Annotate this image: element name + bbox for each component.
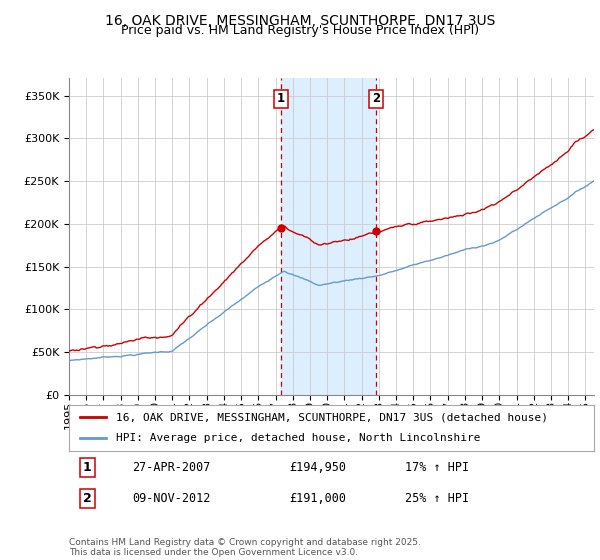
Text: Contains HM Land Registry data © Crown copyright and database right 2025.
This d: Contains HM Land Registry data © Crown c… — [69, 538, 421, 557]
Bar — [281, 78, 376, 395]
Text: £191,000: £191,000 — [290, 492, 347, 505]
Text: 2: 2 — [372, 92, 380, 105]
Text: £194,950: £194,950 — [290, 461, 347, 474]
Text: 25% ↑ HPI: 25% ↑ HPI — [405, 492, 469, 505]
Text: 17% ↑ HPI: 17% ↑ HPI — [405, 461, 469, 474]
Text: 27-APR-2007: 27-APR-2007 — [132, 461, 211, 474]
Text: 2: 2 — [83, 492, 92, 505]
Text: 16, OAK DRIVE, MESSINGHAM, SCUNTHORPE, DN17 3US (detached house): 16, OAK DRIVE, MESSINGHAM, SCUNTHORPE, D… — [116, 412, 548, 422]
Text: 09-NOV-2012: 09-NOV-2012 — [132, 492, 211, 505]
Text: Price paid vs. HM Land Registry's House Price Index (HPI): Price paid vs. HM Land Registry's House … — [121, 24, 479, 37]
Text: 1: 1 — [83, 461, 92, 474]
Text: HPI: Average price, detached house, North Lincolnshire: HPI: Average price, detached house, Nort… — [116, 433, 481, 444]
Text: 16, OAK DRIVE, MESSINGHAM, SCUNTHORPE, DN17 3US: 16, OAK DRIVE, MESSINGHAM, SCUNTHORPE, D… — [105, 14, 495, 28]
Text: 1: 1 — [277, 92, 285, 105]
